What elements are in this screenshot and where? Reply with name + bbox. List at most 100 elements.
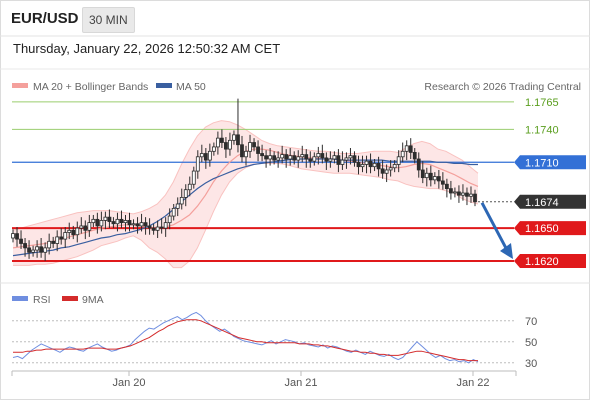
candle-body [203,153,208,161]
candle-body [228,139,232,150]
candle-body [67,229,72,233]
candle-body [224,142,228,150]
candle-body [380,168,385,174]
candle-body [51,240,56,244]
candle-body [453,191,457,194]
candle-body [103,216,108,221]
candle-body [23,243,27,249]
candle-body [388,167,393,171]
candle-body [336,155,341,165]
candle-body [448,188,453,194]
candle-body [461,192,465,196]
candle-body [404,145,409,152]
candle-body [151,227,156,231]
candle-body [372,162,377,168]
candle-body [159,226,164,229]
candle-body [87,222,92,231]
level-label-pivot: 1.1710 [525,157,559,169]
candle-body [428,172,433,181]
candle-body [47,240,52,249]
candle-body [324,157,329,162]
candle-body [115,218,120,225]
rsi-swatch [12,296,28,301]
candle-body [139,222,144,227]
candle-body [416,158,421,171]
timeframe-badge[interactable]: 30 MIN [82,7,135,33]
candle-body [175,203,180,209]
level-tag-support [514,221,586,236]
candle-body [244,150,248,158]
candle-body [469,193,473,197]
candle-body [211,146,216,152]
candle-body [473,193,477,203]
bollinger-band-fill [13,120,478,268]
ma20-swatch [12,83,28,88]
candle-body [396,156,401,165]
candle-body [368,160,373,168]
level-label-resistance: 1.1765 [525,97,559,109]
candle-body [127,220,132,226]
candle-body [147,225,152,229]
candle-body [155,226,160,231]
candle-body [424,172,429,179]
level-label-current: 1.1674 [525,197,559,209]
candle-body [79,225,84,229]
candle-body [308,158,313,162]
candle-body [63,232,68,240]
candle-body [296,156,301,161]
candle-body [276,157,281,161]
candle-body [19,238,23,244]
candle-body [356,161,361,168]
time-tick-label: Jan 21 [284,377,317,389]
candle-body [236,134,240,146]
candle-body [256,146,260,154]
candle-body [95,218,100,227]
rsi-ma-legend-label: 9MA [82,294,104,306]
candle-body [360,164,365,168]
time-axis: Jan 20 Jan 21 Jan 22 [11,371,517,389]
candle-body [191,170,196,185]
candle-body [31,249,35,253]
candle-body [187,183,192,191]
level-tag-current [514,194,586,209]
candle-body [111,221,116,225]
candle-body [392,164,397,169]
candle-body [163,222,168,229]
candle-body [320,153,325,159]
rsi-pane: 70 50 30 [12,311,537,370]
rsi-ma-line [13,319,478,362]
candle-body [119,218,124,224]
header: EUR/USD 30 MIN [0,0,590,38]
candle-body [135,223,140,227]
candle-body [252,142,256,148]
candle-body [440,180,445,185]
ma50-swatch [156,83,172,88]
candle-body [268,155,273,160]
candle-body [300,154,305,158]
candle-body [465,192,469,197]
candle-body [284,154,289,160]
rsi-line [12,311,479,364]
candle-body [340,159,345,165]
forecast-arrow-shaft [480,202,509,251]
candle-body [260,153,264,157]
candle-body [55,236,60,244]
candle-body [15,233,19,240]
candle-body [43,247,48,253]
candle-body [167,215,172,224]
candle-body [91,218,96,224]
candle-body [352,155,357,163]
candle-body [364,160,369,165]
level-label-resistance: 1.1740 [525,124,559,136]
candle-body [316,153,321,158]
candle-body [457,191,461,196]
rsi-tick-label: 50 [525,337,537,349]
candle-body [199,153,204,158]
candle-body [264,155,268,160]
candle-body [131,223,136,226]
candle-body [171,207,176,217]
ma20-legend-label: MA 20 + Bollinger Bands [33,81,148,93]
ma50-legend-label: MA 50 [176,81,206,93]
level-label-support: 1.1650 [525,223,559,235]
candle-body [35,246,40,251]
